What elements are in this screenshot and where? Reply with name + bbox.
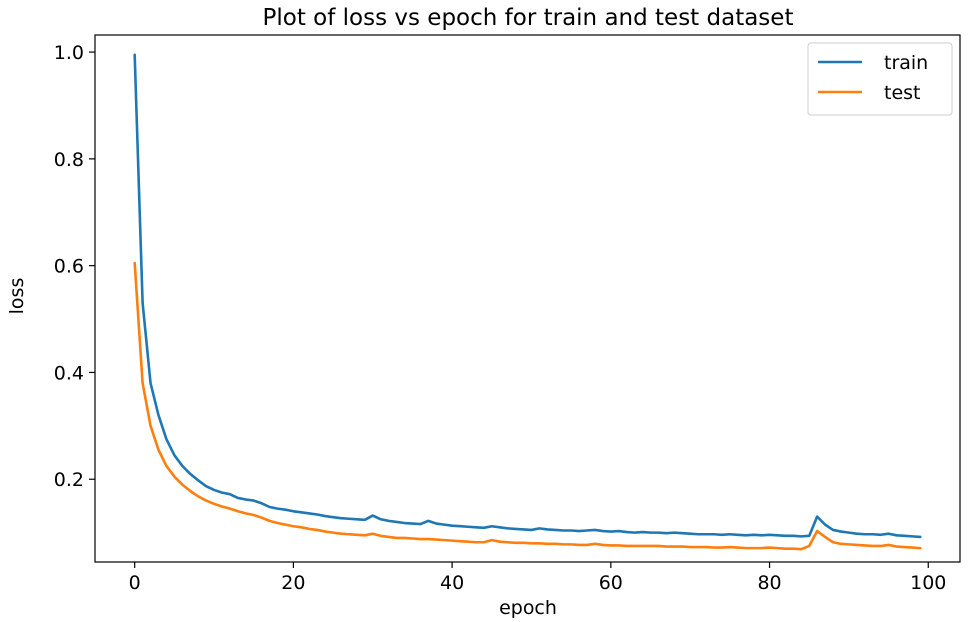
x-tick-label: 20	[281, 572, 305, 594]
y-axis-label: loss	[6, 278, 28, 315]
series-layer	[133, 53, 922, 551]
x-tick-label: 40	[440, 572, 464, 594]
ticks-layer: 0 20 40 60 80 100 0.2 0.4 0.6 0.8 1.0	[54, 42, 947, 594]
legend: train test	[807, 42, 953, 116]
series-line-train	[133, 53, 922, 539]
legend-label-test: test	[884, 82, 921, 104]
x-tick-label: 80	[757, 572, 781, 594]
plot-frame	[94, 34, 961, 563]
x-axis-label: epoch	[499, 597, 557, 619]
legend-box	[807, 42, 953, 116]
y-tick-label: 0.8	[54, 149, 84, 171]
x-tick-label: 60	[599, 572, 623, 594]
y-tick-label: 0.6	[54, 256, 84, 278]
x-tick-label: 0	[129, 572, 141, 594]
y-tick-label: 0.4	[54, 362, 84, 384]
y-tick-label: 1.0	[54, 42, 84, 64]
series-line-test	[133, 261, 922, 551]
chart-title: Plot of loss vs epoch for train and test…	[263, 5, 794, 31]
x-tick-label: 100	[910, 572, 946, 594]
legend-label-train: train	[884, 52, 928, 74]
y-tick-label: 0.2	[54, 469, 84, 491]
